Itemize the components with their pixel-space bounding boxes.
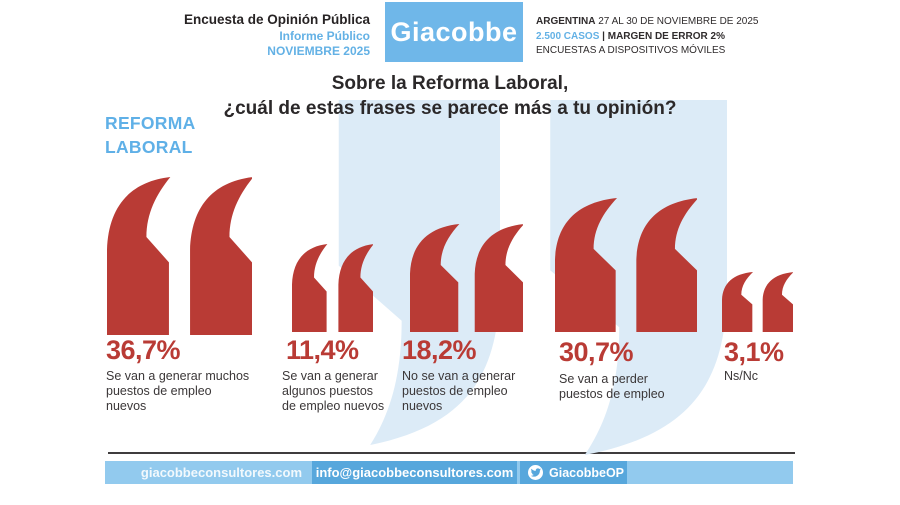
answer-label-2: Se van a generar algunos puestos de empl… bbox=[282, 369, 385, 413]
answer-label-5: Ns/Nc bbox=[724, 369, 759, 383]
topic-label-line2: LABORAL bbox=[105, 136, 193, 157]
footer-bar-filler bbox=[627, 461, 793, 484]
percentage-value-3: 18,2% bbox=[402, 335, 477, 365]
footer-divider-line bbox=[108, 452, 795, 454]
percentage-value-1: 36,7% bbox=[106, 335, 181, 365]
quote-marks-icon-3 bbox=[410, 224, 523, 332]
footer-email-link[interactable]: info@giacobbeconsultores.com bbox=[312, 461, 517, 484]
twitter-icon bbox=[528, 465, 543, 480]
report-title: Encuesta de Opinión Pública bbox=[183, 12, 370, 27]
answer-label-1: Se van a generar muchos puestos de emple… bbox=[106, 369, 250, 413]
footer-website-link[interactable]: giacobbeconsultores.com bbox=[105, 461, 312, 484]
quote-marks-icon-4 bbox=[555, 198, 697, 332]
twitter-handle: GiacobbeOP bbox=[549, 465, 625, 480]
survey-meta-block: ARGENTINA 27 AL 30 DE NOVIEMBRE DE 2025 … bbox=[536, 15, 759, 59]
survey-dates: ARGENTINA 27 AL 30 DE NOVIEMBRE DE 2025 bbox=[536, 15, 759, 30]
question-title-line1: Sobre la Reforma Laboral, bbox=[331, 73, 569, 94]
answer-label-3: No se van a generar puestos de empleo nu… bbox=[402, 369, 516, 413]
survey-margin-error: MARGEN DE ERROR 2% bbox=[607, 30, 725, 42]
giacobbe-logo-text: Giacobbe bbox=[390, 16, 518, 47]
question-title-line2: ¿cuál de estas frases se parece más a tu… bbox=[223, 98, 677, 120]
answer-label-4: Se van a perder puestos de empleo bbox=[559, 372, 665, 401]
giacobbe-logo: Giacobbe bbox=[385, 2, 523, 62]
survey-method: ENCUESTAS A DISPOSITIVOS MÓVILES bbox=[536, 45, 726, 56]
footer-twitter-link[interactable]: GiacobbeOP bbox=[520, 461, 627, 484]
percentage-value-2: 11,4% bbox=[286, 335, 359, 365]
quote-marks-icon-5 bbox=[722, 272, 793, 332]
footer-bar: giacobbeconsultores.com info@giacobbecon… bbox=[105, 461, 793, 484]
report-month: NOVIEMBRE 2025 bbox=[267, 44, 370, 59]
topic-label: REFORMA LABORAL bbox=[105, 112, 196, 159]
report-subtitle: Informe Público bbox=[279, 28, 370, 43]
percentage-value-4: 30,7% bbox=[559, 337, 634, 367]
quote-marks-icon-2 bbox=[292, 244, 373, 332]
survey-country: ARGENTINA bbox=[536, 16, 596, 27]
survey-date-range: 27 AL 30 DE NOVIEMBRE DE 2025 bbox=[595, 16, 759, 27]
percentage-value-5: 3,1% bbox=[724, 337, 784, 367]
quote-marks-icon-1 bbox=[107, 177, 252, 335]
question-title: Sobre la Reforma Laboral, ¿cuál de estas… bbox=[0, 71, 900, 121]
topic-label-line1: REFORMA bbox=[105, 113, 196, 133]
footer-segment-gap bbox=[517, 461, 520, 484]
survey-separator: | bbox=[599, 30, 608, 42]
report-meta-block: Encuesta de Opinión Pública Informe Públ… bbox=[183, 12, 370, 59]
survey-sample: 2.500 CASOS | MARGEN DE ERROR 2% bbox=[536, 30, 759, 45]
survey-cases: 2.500 CASOS bbox=[536, 30, 600, 42]
